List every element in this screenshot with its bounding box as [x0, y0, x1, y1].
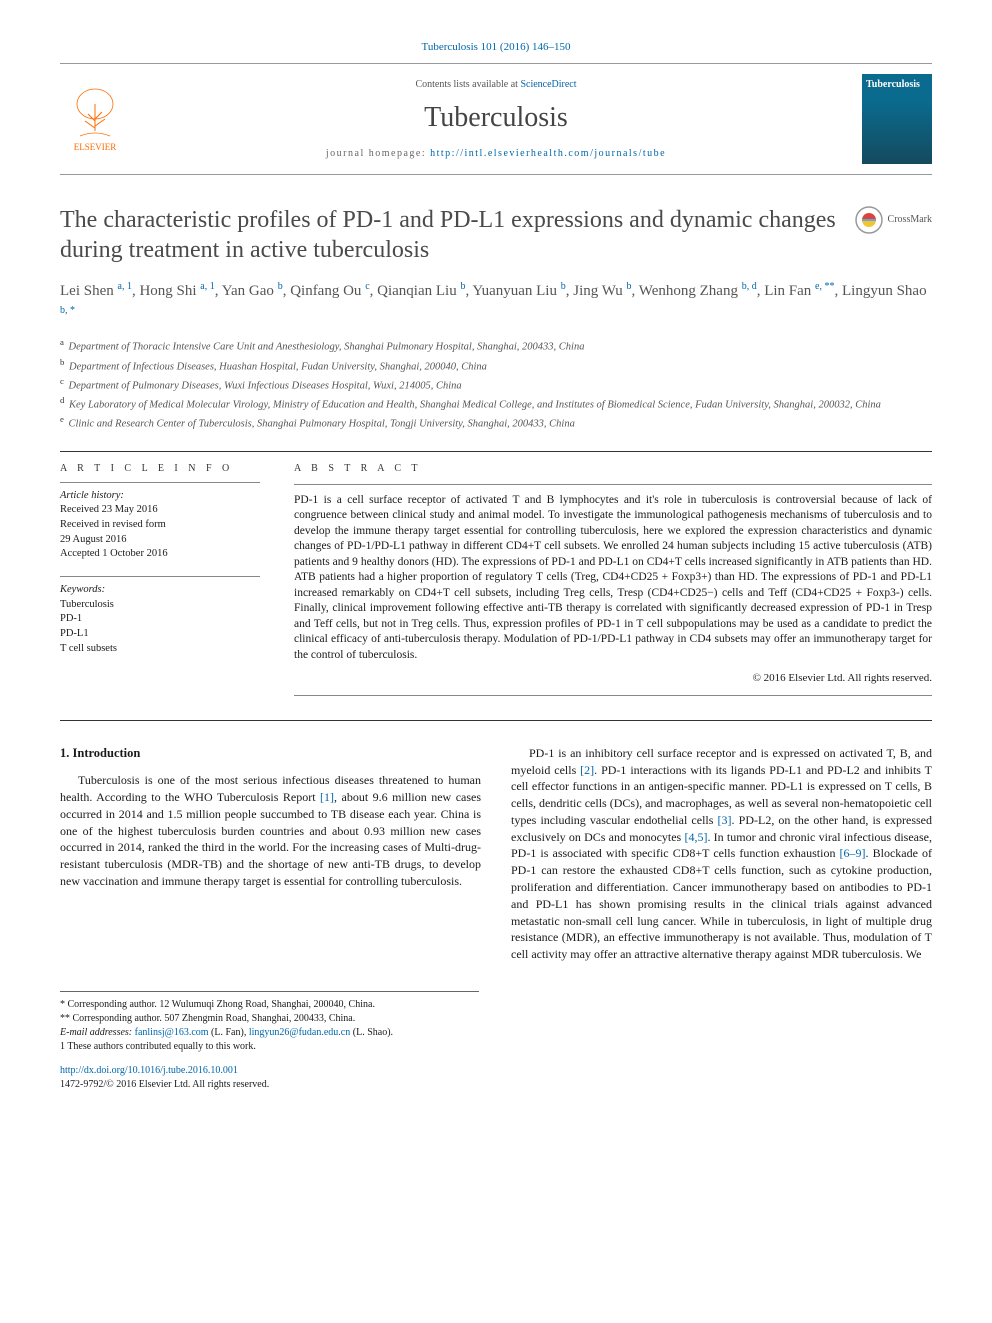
article-info-column: A R T I C L E I N F O Article history: R… [60, 462, 260, 696]
crossmark-badge[interactable]: CrossMark [854, 205, 932, 235]
body-paragraph: Tuberculosis is one of the most serious … [60, 772, 481, 890]
affiliation-line: a Department of Thoracic Intensive Care … [60, 336, 932, 355]
title-row: The characteristic profiles of PD-1 and … [60, 205, 932, 265]
citation-ref[interactable]: [4,5] [684, 830, 707, 844]
citation-ref[interactable]: [1] [320, 790, 334, 804]
affiliation-line: b Department of Infectious Diseases, Hua… [60, 356, 932, 375]
history-line: Received 23 May 2016 [60, 503, 260, 518]
journal-cover-thumb[interactable]: Tuberculosis [862, 74, 932, 164]
history-line: Received in revised form [60, 518, 260, 533]
affiliation-line: c Department of Pulmonary Diseases, Wuxi… [60, 375, 932, 394]
contents-prefix: Contents lists available at [415, 79, 520, 90]
email-line: E-mail addresses: fanlinsj@163.com (L. F… [60, 1026, 479, 1040]
keywords-label: Keywords: [60, 583, 260, 598]
cover-title: Tuberculosis [866, 78, 928, 92]
keyword: PD-L1 [60, 627, 260, 642]
emails-label: E-mail addresses: [60, 1027, 135, 1038]
crossmark-label: CrossMark [888, 213, 932, 227]
section-heading-intro: 1. Introduction [60, 745, 481, 763]
issn-copyright: 1472-9792/© 2016 Elsevier Ltd. All right… [60, 1079, 269, 1090]
section-divider [60, 720, 932, 721]
homepage-link[interactable]: http://intl.elsevierhealth.com/journals/… [430, 148, 666, 159]
doi-block: http://dx.doi.org/10.1016/j.tube.2016.10… [60, 1064, 932, 1092]
sciencedirect-link[interactable]: ScienceDirect [520, 79, 576, 90]
body-paragraph: PD-1 is an inhibitory cell surface recep… [511, 745, 932, 963]
history-label: Article history: [60, 489, 260, 504]
abstract-heading: A B S T R A C T [294, 462, 932, 476]
equal-contribution-note: 1 These authors contributed equally to t… [60, 1040, 479, 1054]
history-line: 29 August 2016 [60, 533, 260, 548]
abstract-text: PD-1 is a cell surface receptor of activ… [294, 493, 932, 664]
homepage-line: journal homepage: http://intl.elsevierhe… [150, 147, 842, 161]
article-info-heading: A R T I C L E I N F O [60, 462, 260, 476]
journal-header: ELSEVIER Contents lists available at Sci… [60, 63, 932, 175]
corresponding-author-note: ** Corresponding author. 507 Zhengmin Ro… [60, 1012, 479, 1026]
elsevier-label: ELSEVIER [74, 141, 117, 154]
meta-row: A R T I C L E I N F O Article history: R… [60, 462, 932, 696]
keyword: Tuberculosis [60, 598, 260, 613]
footnotes: * Corresponding author. 12 Wulumuqi Zhon… [60, 991, 479, 1054]
email-link[interactable]: fanlinsj@163.com [135, 1027, 209, 1038]
citation-ref[interactable]: [3] [718, 813, 732, 827]
journal-name: Tuberculosis [150, 98, 842, 137]
author-list: Lei Shen a, 1, Hong Shi a, 1, Yan Gao b,… [60, 279, 932, 326]
history-line: Accepted 1 October 2016 [60, 547, 260, 562]
abstract-column: A B S T R A C T PD-1 is a cell surface r… [294, 462, 932, 696]
homepage-prefix: journal homepage: [326, 148, 430, 159]
crossmark-icon [854, 205, 884, 235]
article-title: The characteristic profiles of PD-1 and … [60, 205, 838, 265]
affiliation-line: e Clinic and Research Center of Tubercul… [60, 413, 932, 432]
email-link[interactable]: lingyun26@fudan.edu.cn [249, 1027, 350, 1038]
citation-ref[interactable]: [6–9] [840, 846, 866, 860]
elsevier-logo[interactable]: ELSEVIER [60, 86, 130, 154]
email-who: (L. Fan), [209, 1027, 249, 1038]
doi-link[interactable]: http://dx.doi.org/10.1016/j.tube.2016.10… [60, 1065, 238, 1076]
email-who: (L. Shao). [350, 1027, 393, 1038]
corresponding-author-note: * Corresponding author. 12 Wulumuqi Zhon… [60, 998, 479, 1012]
elsevier-tree-icon [70, 86, 120, 141]
affiliations: a Department of Thoracic Intensive Care … [60, 336, 932, 432]
header-center: Contents lists available at ScienceDirec… [150, 78, 842, 161]
keyword: PD-1 [60, 612, 260, 627]
body-columns: 1. Introduction Tuberculosis is one of t… [60, 745, 932, 963]
citation-ref[interactable]: [2] [580, 763, 594, 777]
keyword: T cell subsets [60, 642, 260, 657]
abstract-copyright: © 2016 Elsevier Ltd. All rights reserved… [294, 671, 932, 686]
citation-link[interactable]: Tuberculosis 101 (2016) 146–150 [421, 41, 570, 53]
section-divider [60, 451, 932, 452]
affiliation-line: d Key Laboratory of Medical Molecular Vi… [60, 394, 932, 413]
citation-line: Tuberculosis 101 (2016) 146–150 [60, 40, 932, 55]
contents-line: Contents lists available at ScienceDirec… [150, 78, 842, 92]
